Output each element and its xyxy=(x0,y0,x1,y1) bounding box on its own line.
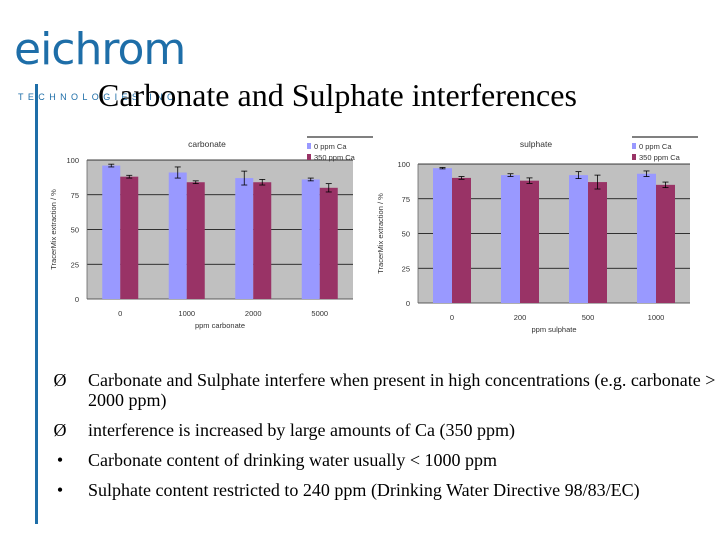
bullet-text: Sulphate content restricted to 240 ppm (… xyxy=(88,480,640,500)
x-tick-label: 5000 xyxy=(311,309,328,318)
y-tick-label: 25 xyxy=(71,260,79,269)
bar xyxy=(637,173,656,303)
bar xyxy=(452,177,471,303)
y-tick-label: 50 xyxy=(402,230,410,239)
bar xyxy=(588,182,607,303)
legend-swatch xyxy=(632,143,636,149)
bullet-item: Ø interference is increased by large amo… xyxy=(48,420,716,440)
legend-swatch xyxy=(307,143,311,149)
y-tick-label: 75 xyxy=(71,191,79,200)
bullet-item: Ø Carbonate and Sulphate interfere when … xyxy=(48,370,716,410)
x-tick-label: 0 xyxy=(450,313,454,322)
eichrom-logo: eichrom TECHNOLOGIES INC xyxy=(14,28,186,103)
bullet-list: Ø Carbonate and Sulphate interfere when … xyxy=(48,370,716,510)
dot-bullet-icon: • xyxy=(56,480,64,500)
slide-title: Carbonate and Sulphate interferences xyxy=(98,77,577,113)
x-tick-label: 0 xyxy=(118,309,122,318)
chart-title: carbonate xyxy=(188,139,226,149)
x-tick-label: 200 xyxy=(514,313,527,322)
arrow-bullet-icon: Ø xyxy=(53,370,67,390)
bar xyxy=(235,178,254,299)
bar xyxy=(168,172,187,299)
y-tick-label: 100 xyxy=(397,160,410,169)
legend-swatch xyxy=(307,154,311,160)
y-axis-label: TracerMix extraction / % xyxy=(376,193,385,274)
bar xyxy=(186,182,205,299)
bar xyxy=(319,187,338,299)
bullet-item: • Sulphate content restricted to 240 ppm… xyxy=(48,480,716,500)
chart-title: sulphate xyxy=(520,139,552,149)
bar xyxy=(102,165,121,299)
bullet-text: Carbonate and Sulphate interfere when pr… xyxy=(88,370,716,410)
bar xyxy=(433,168,452,303)
logo-wordmark: eichrom xyxy=(14,24,186,75)
bar xyxy=(120,176,139,299)
bullet-text: interference is increased by large amoun… xyxy=(88,420,516,440)
legend-label: 350 ppm Ca xyxy=(639,153,681,162)
bar xyxy=(253,182,272,299)
y-tick-label: 0 xyxy=(406,299,410,308)
x-axis-label: ppm sulphate xyxy=(531,325,576,334)
x-tick-label: 1000 xyxy=(178,309,195,318)
legend-label: 0 ppm Ca xyxy=(639,142,672,151)
bullet-text: Carbonate content of drinking water usua… xyxy=(88,450,498,470)
y-axis-label: TracerMix extraction / % xyxy=(49,189,58,270)
dot-bullet-icon: • xyxy=(56,450,64,470)
accent-divider xyxy=(35,84,38,524)
y-tick-label: 75 xyxy=(402,195,410,204)
arrow-bullet-icon: Ø xyxy=(53,420,67,440)
legend-swatch xyxy=(632,154,636,160)
bullet-item: • Carbonate content of drinking water us… xyxy=(48,450,716,470)
bar xyxy=(501,175,520,303)
y-tick-label: 0 xyxy=(75,295,79,304)
x-axis-label: ppm carbonate xyxy=(195,321,245,330)
y-tick-label: 25 xyxy=(402,264,410,273)
y-tick-label: 50 xyxy=(71,226,79,235)
bar xyxy=(520,180,539,303)
bar xyxy=(656,184,675,303)
x-tick-label: 1000 xyxy=(648,313,665,322)
x-tick-label: 500 xyxy=(582,313,595,322)
legend-label: 350 ppm Ca xyxy=(314,153,356,162)
legend-label: 0 ppm Ca xyxy=(314,142,347,151)
x-tick-label: 2000 xyxy=(245,309,262,318)
bar xyxy=(301,179,320,299)
y-tick-label: 100 xyxy=(66,156,79,165)
bar xyxy=(569,175,588,303)
logo-tagline: TECHNOLOGIES INC xyxy=(18,92,178,102)
